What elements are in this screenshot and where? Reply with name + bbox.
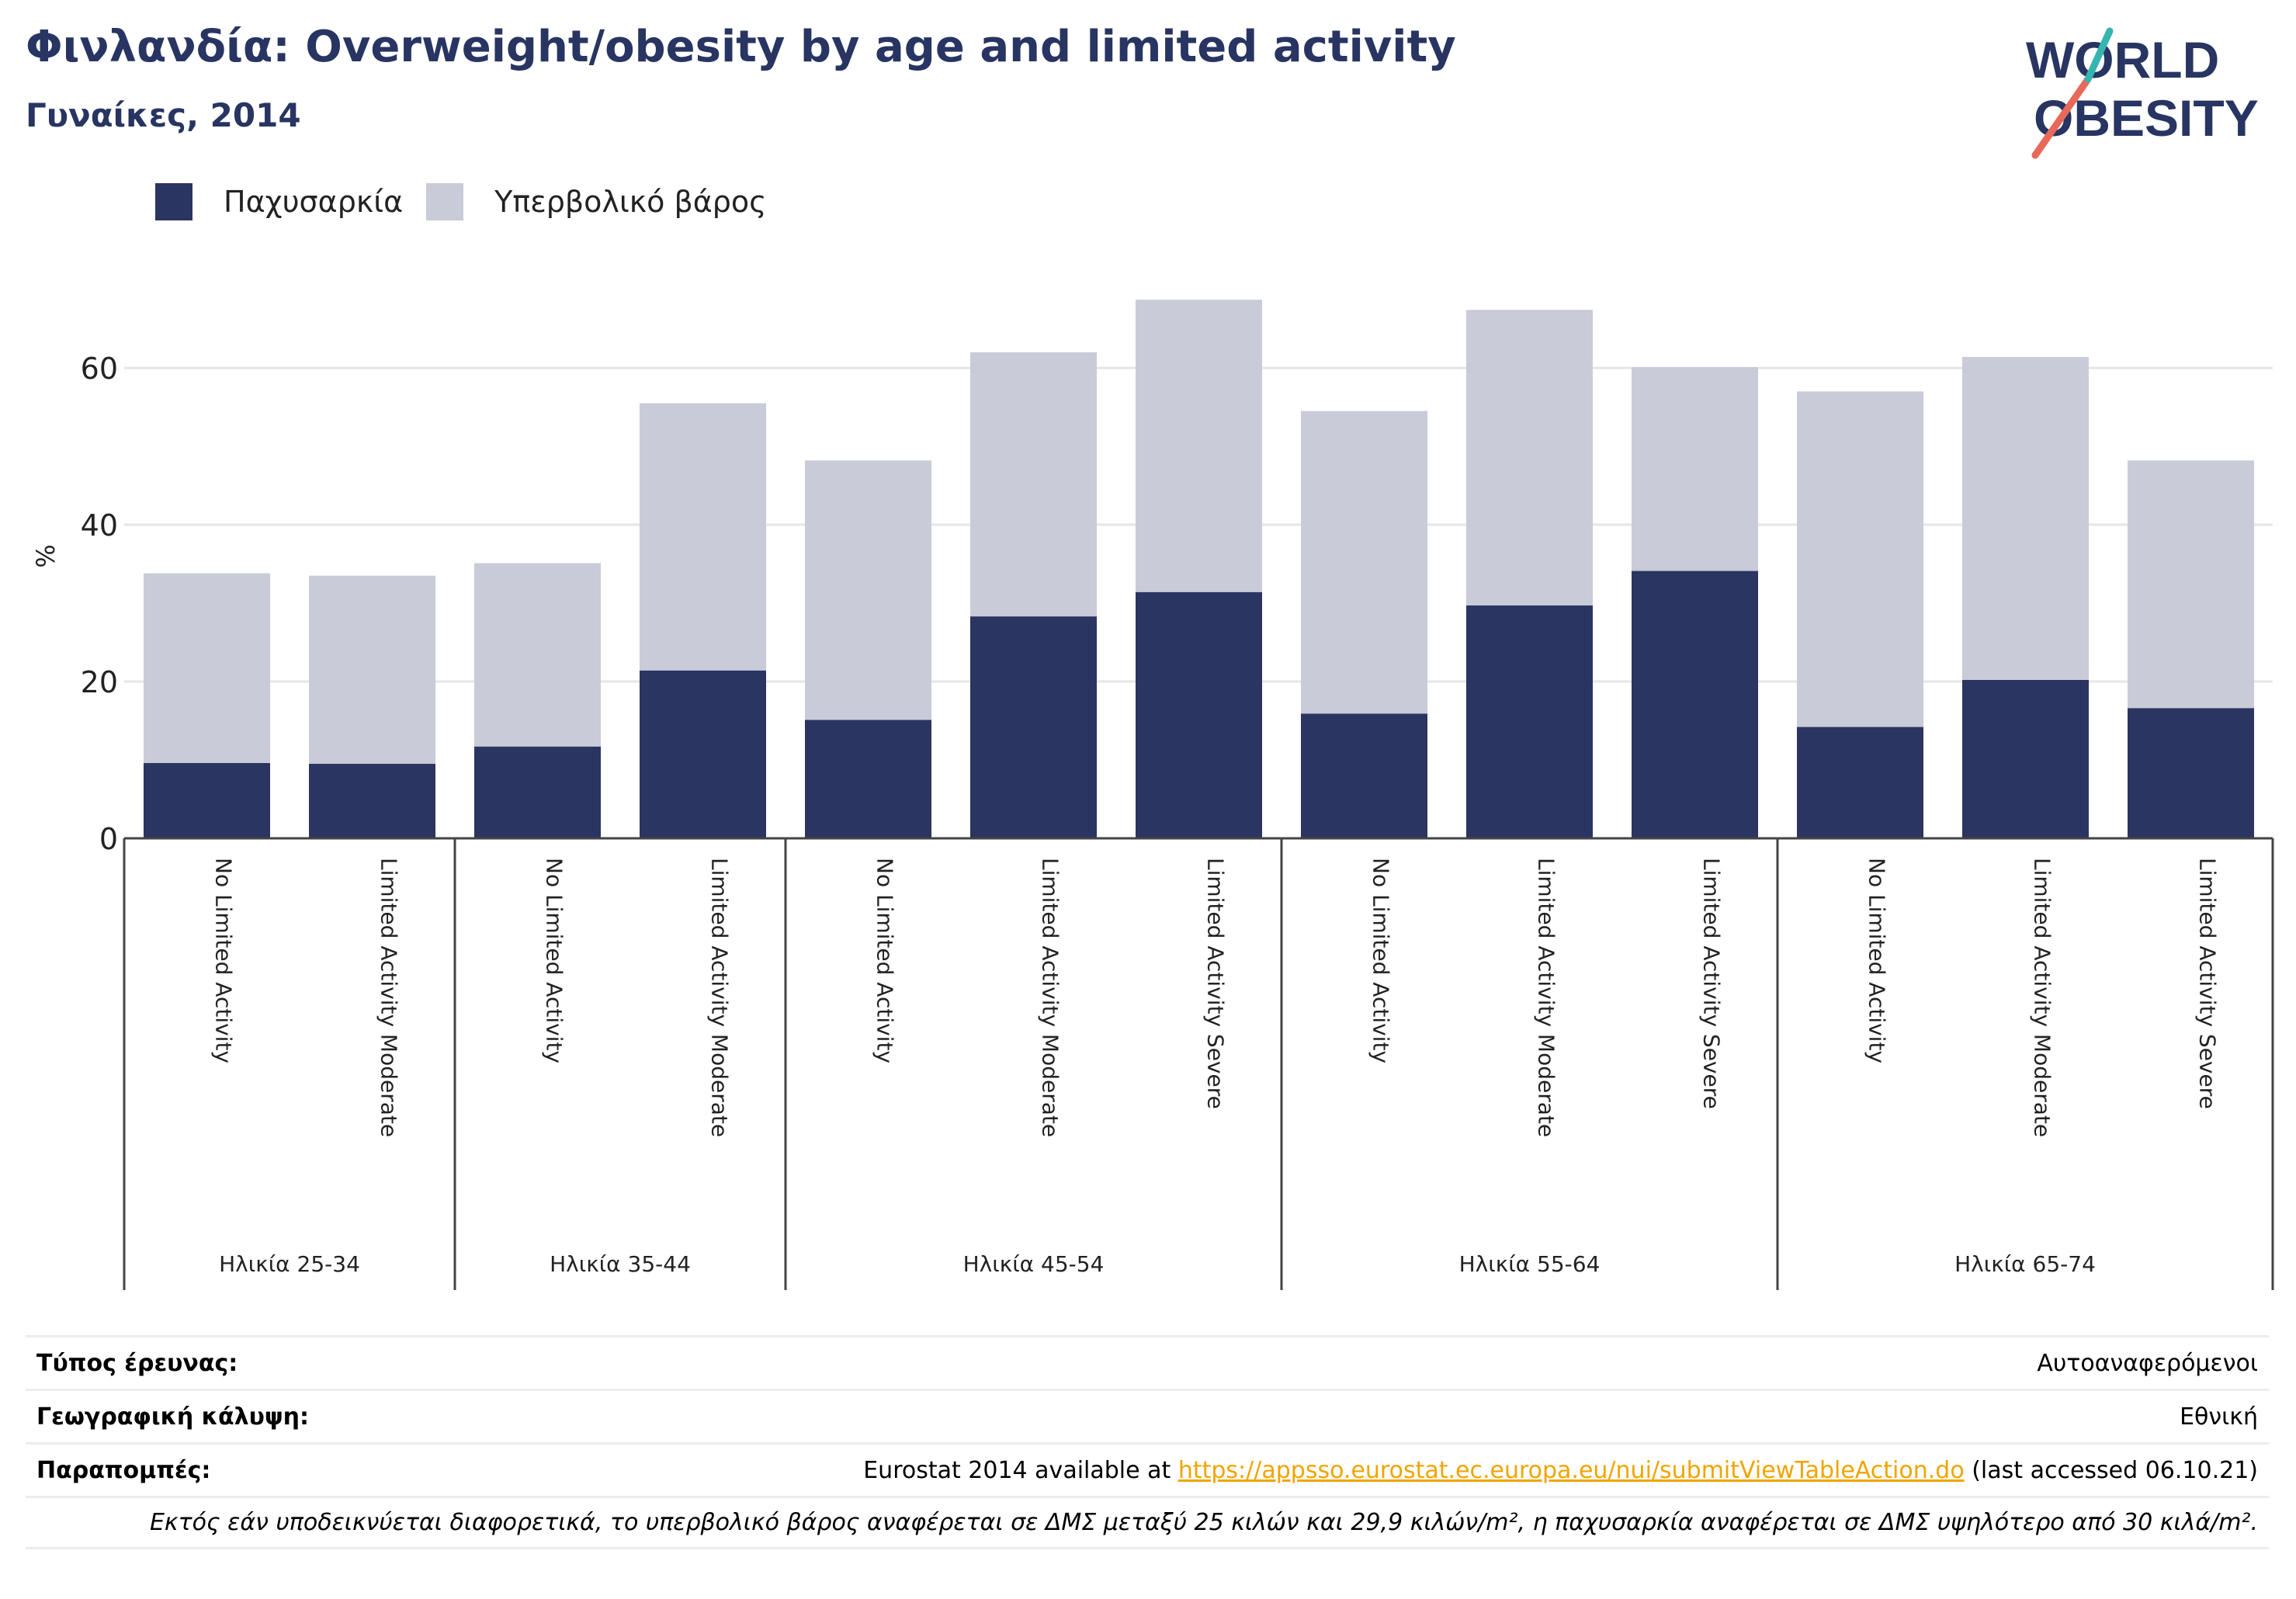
y-tick-label: 40 xyxy=(81,508,118,543)
bar-overweight xyxy=(1797,391,1923,727)
definition-note: Εκτός εάν υποδεικνύεται διαφορετικά, το … xyxy=(149,1509,2258,1536)
bar-obesity xyxy=(309,764,435,838)
y-axis-label: % xyxy=(31,544,61,567)
x-tick-label: Limited Activity Severe xyxy=(1699,858,1725,1109)
x-tick-label: Limited Activity Moderate xyxy=(376,858,402,1137)
bar-overweight xyxy=(805,460,931,720)
x-tick-label: Limited Activity Severe xyxy=(2195,858,2221,1109)
bar-obesity xyxy=(1466,605,1593,838)
bar-overweight xyxy=(640,403,766,671)
bar-obesity xyxy=(2128,708,2254,838)
svg-text:WORLD: WORLD xyxy=(2026,31,2219,88)
chart-subtitle: Γυναίκες, 2014 xyxy=(26,96,301,134)
svg-text:OBESITY: OBESITY xyxy=(2034,89,2259,147)
bar-overweight xyxy=(2128,460,2254,709)
group-label: Ηλικία 55-64 xyxy=(1459,1251,1601,1277)
chart-footer: Τύπος έρευνας: Αυτοαναφερόμενοι Γεωγραφι… xyxy=(26,1335,2269,1549)
survey-type-label: Τύπος έρευνας: xyxy=(36,1349,238,1377)
bar-overweight xyxy=(970,352,1097,617)
stacked-bar-chart: 0 20 40 60% No Limited Activity Limited Activ… xyxy=(31,300,2274,1290)
bar-overweight xyxy=(1962,356,2089,680)
x-tick-label: No Limited Activity xyxy=(1368,858,1394,1063)
footer-row-survey-type: Τύπος έρευνας: Αυτοαναφερόμενοι xyxy=(26,1335,2269,1389)
references-suffix: (last accessed 06.10.21) xyxy=(1964,1456,2258,1484)
bar-obesity xyxy=(144,763,270,838)
legend-swatch-overweight xyxy=(426,183,464,220)
x-tick-label: Limited Activity Moderate xyxy=(1534,858,1559,1137)
x-tick-label: No Limited Activity xyxy=(211,858,237,1063)
bar-obesity xyxy=(640,670,766,838)
references-value: Eurostat 2014 available at https://appss… xyxy=(863,1457,2258,1484)
bar-obesity xyxy=(1962,679,2089,838)
x-tick-label: Limited Activity Moderate xyxy=(2030,858,2055,1137)
bar-overweight xyxy=(144,573,270,764)
bar-obesity xyxy=(805,720,931,838)
bar-obesity xyxy=(1632,571,1758,838)
bar-obesity xyxy=(1301,713,1427,838)
references-label: Παραπομπές: xyxy=(36,1456,211,1484)
legend-label-obesity: Παχυσαρκία xyxy=(224,185,404,219)
footer-row-note: Εκτός εάν υποδεικνύεται διαφορετικά, το … xyxy=(26,1496,2269,1549)
legend-item-obesity: Παχυσαρκία xyxy=(155,183,403,220)
group-label: Ηλικία 65-74 xyxy=(1954,1251,2096,1277)
legend-item-overweight: Υπερβολικό βάρος xyxy=(426,183,766,220)
legend-swatch-obesity xyxy=(155,183,192,220)
bar-overweight xyxy=(1632,366,1758,571)
survey-type-value: Αυτοαναφερόμενοι xyxy=(2037,1349,2258,1377)
x-tick-label: No Limited Activity xyxy=(542,858,567,1063)
coverage-value: Εθνική xyxy=(2180,1403,2258,1431)
references-link[interactable]: https://appsso.eurostat.ec.europa.eu/nui… xyxy=(1177,1456,1965,1484)
x-tick-label: No Limited Activity xyxy=(872,858,898,1063)
group-label: Ηλικία 35-44 xyxy=(550,1251,691,1277)
bar-obesity xyxy=(1797,727,1923,838)
y-tick-label: 0 xyxy=(99,822,118,856)
legend-label-overweight: Υπερβολικό βάρος xyxy=(494,185,767,219)
y-tick-label: 60 xyxy=(81,352,118,386)
world-obesity-logo: WORLD OBESITY xyxy=(2026,27,2259,159)
x-tick-label: Limited Activity Moderate xyxy=(1038,858,1063,1137)
group-label: Ηλικία 45-54 xyxy=(963,1251,1105,1277)
chart-title: Φινλανδία: Overweight/obesity by age and… xyxy=(26,22,1456,72)
bar-overweight xyxy=(309,575,435,765)
chart-legend: Παχυσαρκία Υπερβολικό βάρος xyxy=(155,179,789,225)
coverage-label: Γεωγραφική κάλυψη: xyxy=(36,1403,310,1431)
bar-overweight xyxy=(1466,310,1593,606)
references-prefix: Eurostat 2014 available at xyxy=(863,1456,1178,1484)
x-tick-label: Limited Activity Severe xyxy=(1203,858,1229,1109)
footer-row-references: Παραπομπές: Eurostat 2014 available at h… xyxy=(26,1442,2269,1496)
y-tick-label: 20 xyxy=(81,665,118,699)
x-tick-label: No Limited Activity xyxy=(1864,858,1890,1063)
bar-overweight xyxy=(474,563,601,747)
footer-row-coverage: Γεωγραφική κάλυψη: Εθνική xyxy=(26,1389,2269,1442)
bar-overweight xyxy=(1301,411,1427,714)
bar-obesity xyxy=(970,616,1097,838)
bar-obesity xyxy=(474,746,601,838)
x-tick-label: Limited Activity Moderate xyxy=(707,858,733,1137)
bar-overweight xyxy=(1136,300,1262,592)
group-label: Ηλικία 25-34 xyxy=(219,1251,360,1277)
bar-obesity xyxy=(1136,591,1262,838)
